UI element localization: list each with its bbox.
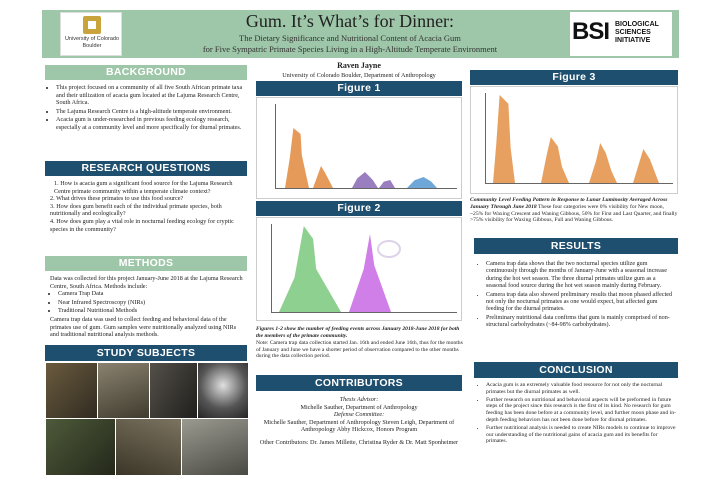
figure2-x-axis [271, 312, 457, 313]
figure1-y-axis [275, 104, 276, 188]
question-item: 3. How does gum benefit each of the indi… [50, 202, 222, 218]
figure2-series-green [279, 226, 341, 312]
figure1-header: Figure 1 [256, 81, 462, 96]
figure3-caption: Community Level Feeding Pattern in Respo… [470, 197, 678, 224]
figure2-y-axis [271, 224, 272, 312]
study-subjects-photo-grid [45, 362, 249, 476]
figure3-series-orange [541, 137, 569, 183]
poster-title: Gum. It’s What’s for Dinner: [245, 11, 455, 31]
figure1-chart [256, 97, 462, 199]
figure1-series-purple [379, 180, 395, 188]
background-item: Acacia gum is under-researched in previo… [56, 116, 246, 131]
university-logo-text: University of Colorado Boulder [64, 36, 120, 49]
results-item: Camera trap data shows that the two noct… [486, 261, 676, 291]
figure3-y-axis [485, 93, 486, 183]
figure3-series-orange [493, 95, 515, 183]
methods-intro: Data was collected for this project Janu… [50, 275, 243, 290]
research-questions-header: RESEARCH QUESTIONS [45, 161, 247, 176]
figure1-series-orange [313, 166, 333, 188]
primate-photo [45, 418, 117, 476]
university-logo: University of Colorado Boulder [60, 12, 122, 56]
thesis-advisor-label: Thesis Advisor: [339, 396, 379, 403]
author-name: Raven Jayne [337, 61, 381, 70]
figure2-header: Figure 2 [256, 201, 462, 216]
defense-committee-names: Michelle Sauther, Department of Anthropo… [263, 418, 455, 434]
background-body: This project focused on a community of a… [46, 84, 246, 133]
methods-item: Traditional Nutritional Methods [58, 307, 246, 315]
figure1-series-purple [352, 172, 378, 188]
conclusion-item: Further nutritional analysis is needed t… [486, 425, 676, 445]
figure3-header: Figure 3 [470, 70, 678, 85]
primate-photo [45, 362, 99, 420]
background-item: This project focused on a community of a… [56, 84, 246, 107]
question-item: 1. How is acacia gum a significant food … [54, 180, 233, 195]
poster-subtitle-line1: The Dietary Significance and Nutritional… [239, 33, 461, 43]
methods-outro: Camera trap data was used to collect fee… [50, 315, 237, 339]
figure1-series-orange [285, 128, 309, 188]
contributors-header: CONTRIBUTORS [256, 375, 462, 391]
conclusion-item: Acacia gum is an extremely valuable food… [486, 382, 676, 396]
figure3-x-axis [485, 183, 673, 184]
methods-item: Camera Trap Data [58, 290, 246, 298]
methods-header: METHODS [45, 256, 247, 271]
figures-caption: Figures 1-2 show the number of feeding e… [256, 326, 460, 339]
research-questions-body: 1. How is acacia gum a significant food … [50, 180, 246, 233]
other-contributors: Other Contributors: Dr. James Millette, … [259, 438, 459, 446]
primate-photo [149, 362, 199, 420]
contributors-body: Thesis Advisor: Michelle Sauther, Depart… [256, 396, 462, 446]
results-header: RESULTS [474, 238, 678, 254]
figure2-chart [256, 217, 462, 321]
background-header: BACKGROUND [45, 65, 247, 80]
author-affiliation: University of Colorado Boulder, Departme… [282, 72, 436, 79]
poster-subtitle-line2: for Five Sympatric Primate Species Livin… [202, 44, 498, 54]
figure3-chart [470, 86, 678, 194]
methods-item: Near Infrared Spectroscopy (NIRs) [58, 299, 246, 307]
figure3-series-orange [589, 143, 617, 183]
defense-committee-label: Defense Committee: [333, 411, 385, 418]
question-item: 2. What drives these primates to use thi… [50, 195, 184, 203]
study-subjects-header: STUDY SUBJECTS [45, 345, 247, 361]
bsi-logo-subtext: BIOLOGICAL SCIENCES INITIATIVE [615, 21, 659, 44]
primate-photo [115, 418, 183, 476]
bsi-logo-text: BSI [572, 18, 610, 45]
results-body: Camera trap data shows that the two noct… [476, 261, 676, 331]
figure3-caption-title: Community Level Feeding Pattern in Respo… [470, 197, 668, 210]
thesis-advisor-name: Michelle Sauther, Department of Anthropo… [300, 403, 418, 411]
conclusion-item: Further research on nutritional and beha… [486, 397, 676, 424]
conclusion-body: Acacia gum is an extremely valuable food… [476, 382, 676, 446]
figure2-watermark-icon [377, 240, 401, 258]
primate-photo [197, 362, 249, 420]
bsi-logo: BSI BIOLOGICAL SCIENCES INITIATIVE [570, 12, 672, 56]
figure1-series-blue [407, 177, 437, 188]
primate-photo [181, 418, 249, 476]
figure3-series-orange [633, 149, 659, 183]
question-item: 4. How does gum play a vital role in noc… [50, 217, 234, 233]
results-item: Preliminary nutritional data confirms th… [486, 315, 676, 330]
results-item: Camera trap data also showed preliminary… [486, 292, 676, 314]
figure1-x-axis [275, 188, 457, 189]
figures-note: Note: Camera trap data collection starte… [256, 340, 463, 360]
background-item: The Lajuma Research Centre is a high-alt… [56, 108, 246, 116]
methods-body: Data was collected for this project Janu… [50, 275, 246, 339]
primate-photo [97, 362, 151, 420]
conclusion-header: CONCLUSION [474, 362, 678, 378]
figure3-caption-text: These four categories were 0% visibility… [470, 203, 678, 224]
cu-mark-icon [83, 16, 101, 34]
